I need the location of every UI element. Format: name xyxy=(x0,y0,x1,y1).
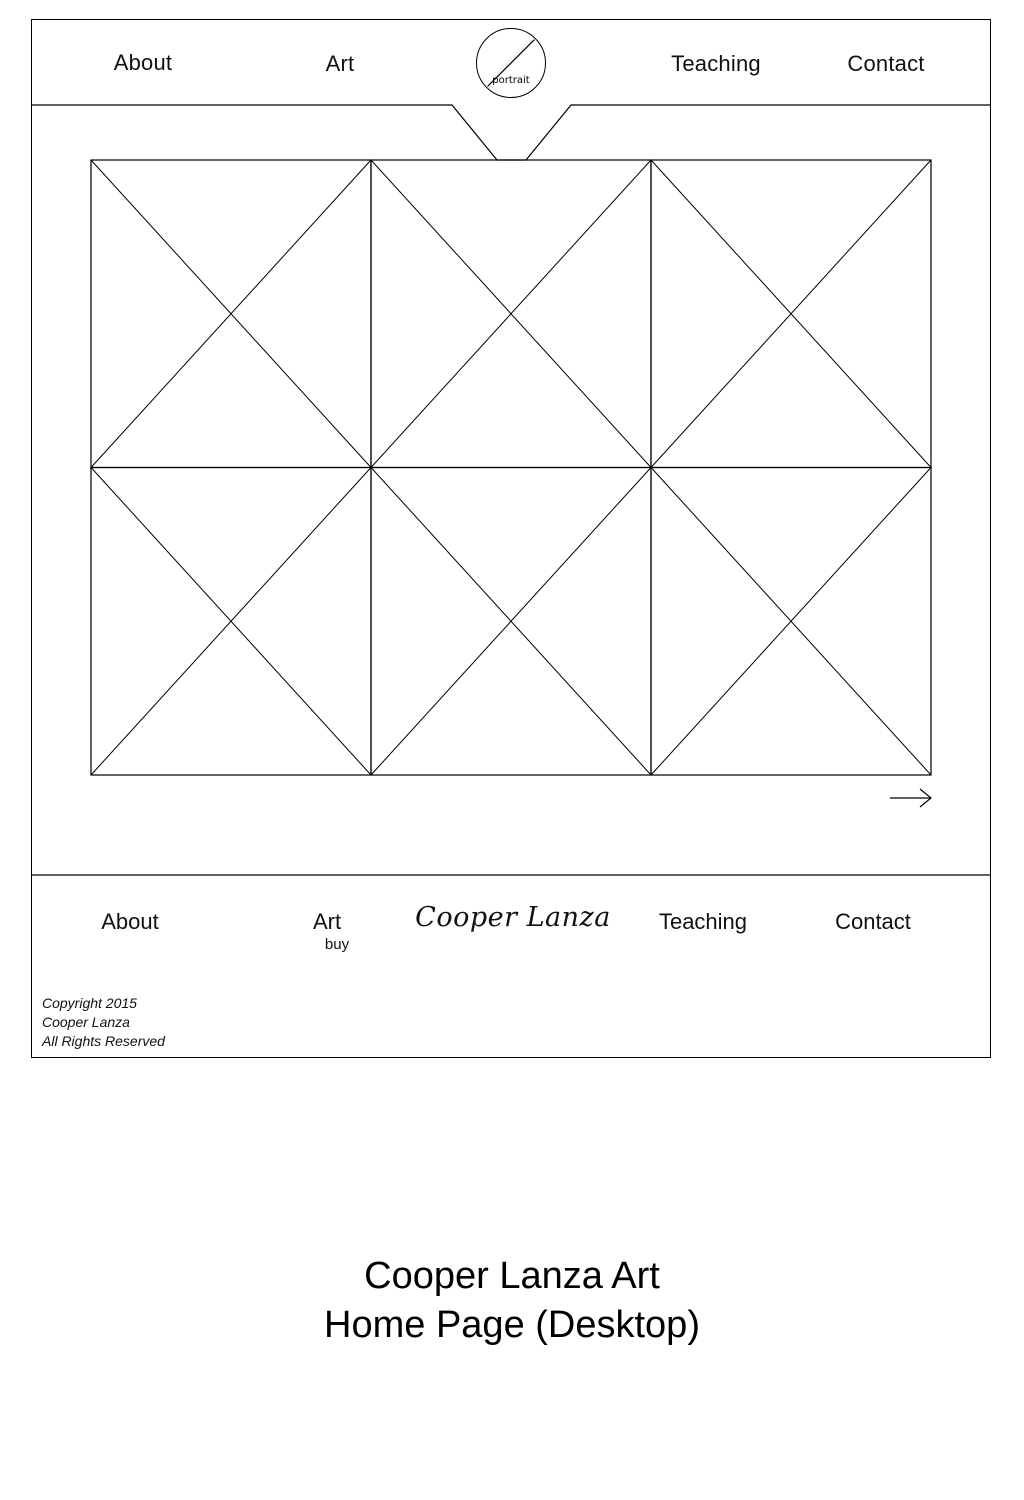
footer-nav-contact[interactable]: Contact xyxy=(835,909,911,934)
footer-nav-teaching[interactable]: Teaching xyxy=(658,909,748,934)
page-frame xyxy=(31,19,991,1058)
nav-about[interactable]: About xyxy=(113,50,173,75)
caption-subtitle: Home Page (Desktop) xyxy=(324,1304,700,1346)
copyright-notice: Copyright 2015 Cooper Lanza All Rights R… xyxy=(42,994,165,1051)
arrow-right-icon[interactable] xyxy=(888,786,934,810)
nav-teaching[interactable]: Teaching xyxy=(671,51,761,76)
gallery-item[interactable] xyxy=(371,160,651,468)
gallery-item[interactable] xyxy=(371,468,651,776)
copyright-line: Copyright 2015 xyxy=(42,995,137,1011)
footer-nav-about[interactable]: About xyxy=(101,909,159,934)
gallery-item[interactable] xyxy=(651,468,931,776)
portrait-image[interactable]: portrait xyxy=(476,28,546,98)
footer-nav-art[interactable]: Art xyxy=(312,909,342,934)
caption-title: Cooper Lanza Art xyxy=(364,1255,660,1297)
nav-contact[interactable]: Contact xyxy=(847,51,925,76)
gallery-item[interactable] xyxy=(91,468,371,776)
gallery-item[interactable] xyxy=(651,160,931,468)
portrait-placeholder-icon xyxy=(487,39,535,87)
signature-logo[interactable]: Cooper Lanza xyxy=(415,902,611,933)
nav-art[interactable]: Art xyxy=(325,51,355,76)
footer-nav-art-buy[interactable]: buy xyxy=(324,936,350,953)
wireframe-caption: Cooper Lanza Art Home Page (Desktop) xyxy=(0,1252,1024,1350)
gallery-item[interactable] xyxy=(91,160,371,468)
portrait-label: portrait xyxy=(492,75,530,86)
copyright-line: All Rights Reserved xyxy=(42,1033,165,1049)
copyright-line: Cooper Lanza xyxy=(42,1014,130,1030)
